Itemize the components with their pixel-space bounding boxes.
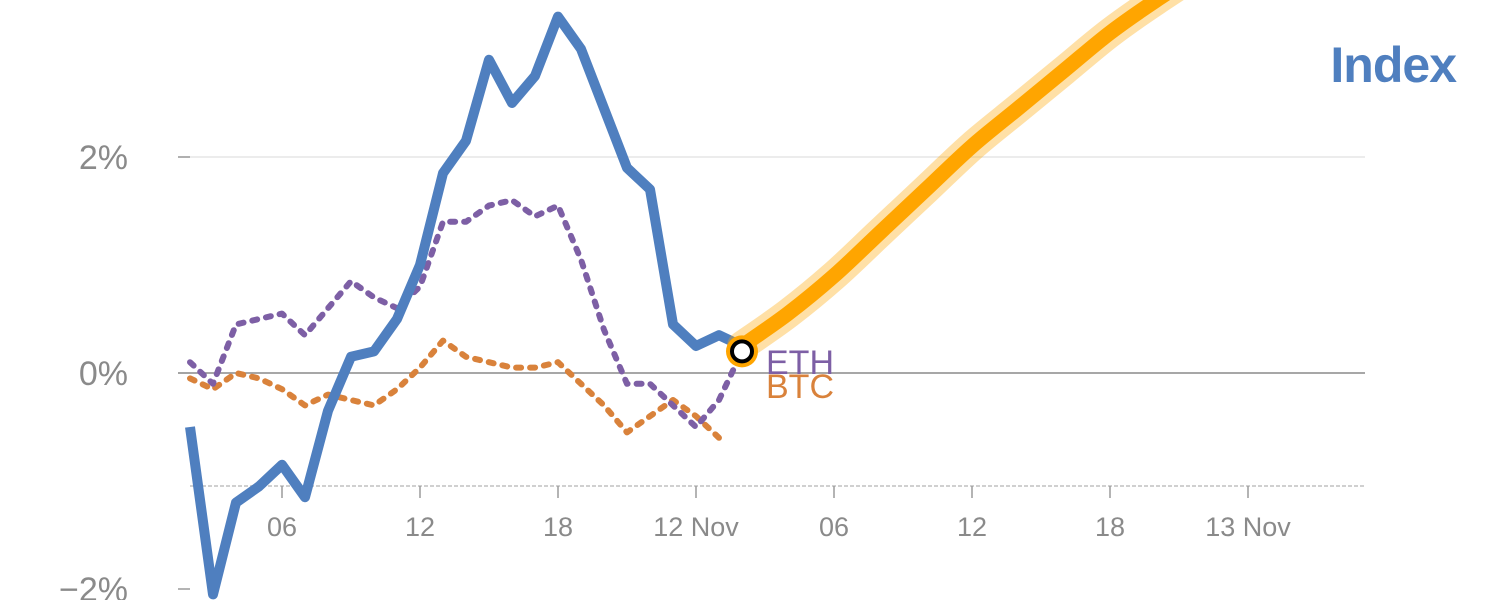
- x-tick-label: 18: [1095, 512, 1125, 542]
- x-tick-label: 06: [267, 512, 297, 542]
- current-point-marker: [730, 339, 754, 364]
- y-tick-label: 0%: [79, 355, 128, 393]
- x-tick-label: 06: [819, 512, 849, 542]
- x-tick-label: 12 Nov: [653, 512, 739, 542]
- forecast-band: [727, 0, 1184, 361]
- y-tick-label: −2%: [59, 571, 128, 600]
- index-line: [185, 11, 745, 600]
- eth-line: [187, 197, 745, 430]
- btc-line: [187, 337, 722, 441]
- forecast-line: [734, 0, 1171, 354]
- x-tick-label: 13 Nov: [1205, 512, 1291, 542]
- y-tick-label: 2%: [79, 139, 128, 177]
- x-tick-label: 12: [405, 512, 435, 542]
- btc-end-label: BTC: [766, 368, 834, 406]
- eth-end-label: ETH: [766, 344, 834, 382]
- x-tick-label: 18: [543, 512, 573, 542]
- chart-title: Index: [1330, 37, 1457, 93]
- x-tick-label: 12: [957, 512, 987, 542]
